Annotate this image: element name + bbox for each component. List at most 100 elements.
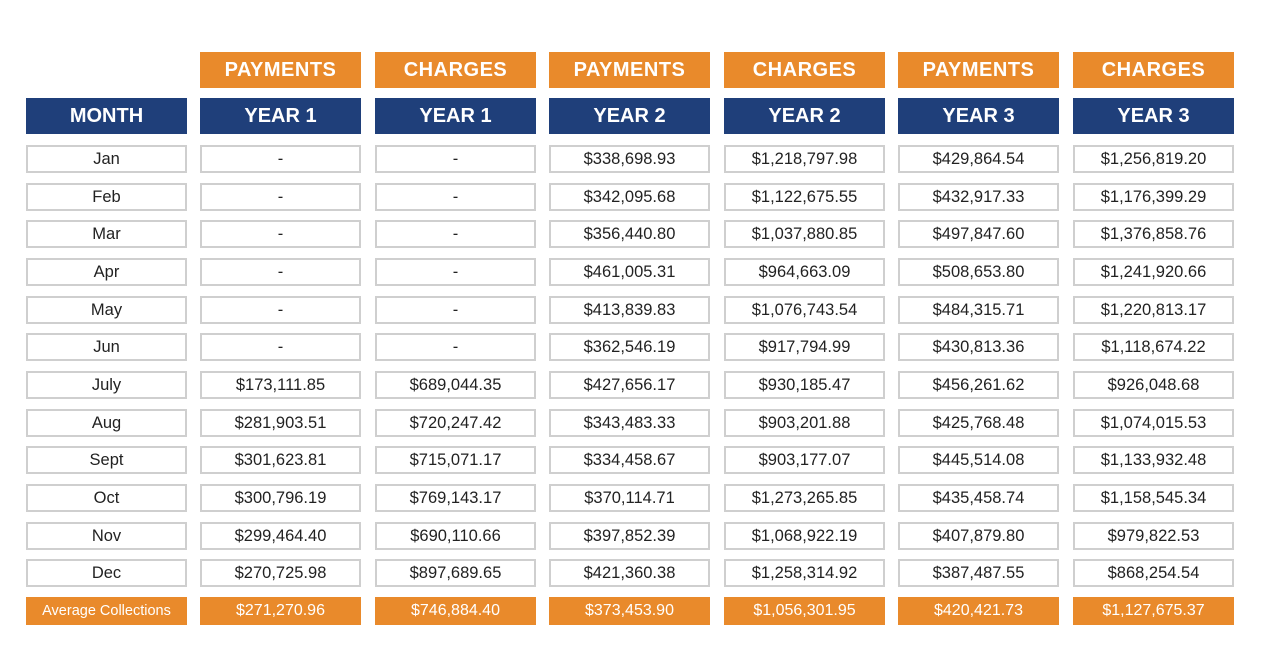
value-cell: $930,185.47	[724, 371, 885, 399]
value-cell: $370,114.71	[549, 484, 710, 512]
average-value: $1,056,301.95	[724, 597, 885, 625]
value-cell: $1,037,880.85	[724, 220, 885, 248]
column-type-header: PAYMENTS	[200, 52, 361, 88]
value-cell: $435,458.74	[898, 484, 1059, 512]
value-cell: $689,044.35	[375, 371, 536, 399]
average-value: $373,453.90	[549, 597, 710, 625]
value-cell: $425,768.48	[898, 409, 1059, 437]
value-cell: $397,852.39	[549, 522, 710, 550]
value-cell: $456,261.62	[898, 371, 1059, 399]
value-cell: $427,656.17	[549, 371, 710, 399]
value-cell: $1,241,920.66	[1073, 258, 1234, 286]
value-cell: $868,254.54	[1073, 559, 1234, 587]
value-cell: $964,663.09	[724, 258, 885, 286]
value-cell: $1,273,265.85	[724, 484, 885, 512]
value-cell: $508,653.80	[898, 258, 1059, 286]
value-cell: $334,458.67	[549, 446, 710, 474]
column-type-header: PAYMENTS	[898, 52, 1059, 88]
average-value: $271,270.96	[200, 597, 361, 625]
value-cell: $1,376,858.76	[1073, 220, 1234, 248]
value-cell: -	[200, 145, 361, 173]
value-cell: $1,256,819.20	[1073, 145, 1234, 173]
value-cell: $281,903.51	[200, 409, 361, 437]
value-cell: -	[200, 183, 361, 211]
value-cell: $461,005.31	[549, 258, 710, 286]
average-value: $1,127,675.37	[1073, 597, 1234, 625]
value-cell: $356,440.80	[549, 220, 710, 248]
value-cell: $413,839.83	[549, 296, 710, 324]
value-cell: $1,176,399.29	[1073, 183, 1234, 211]
value-cell: -	[200, 258, 361, 286]
value-cell: $432,917.33	[898, 183, 1059, 211]
month-cell: Jan	[26, 145, 187, 173]
value-cell: $690,110.66	[375, 522, 536, 550]
value-cell: $421,360.38	[549, 559, 710, 587]
month-cell: Sept	[26, 446, 187, 474]
average-value: $420,421.73	[898, 597, 1059, 625]
value-cell: -	[375, 333, 536, 361]
value-cell: $1,118,674.22	[1073, 333, 1234, 361]
value-cell: $926,048.68	[1073, 371, 1234, 399]
value-cell: $903,201.88	[724, 409, 885, 437]
average-value: $746,884.40	[375, 597, 536, 625]
value-cell: $497,847.60	[898, 220, 1059, 248]
year-header: YEAR 1	[200, 98, 361, 134]
column-type-header: CHARGES	[1073, 52, 1234, 88]
value-cell: $387,487.55	[898, 559, 1059, 587]
column-type-header: CHARGES	[375, 52, 536, 88]
value-cell: -	[375, 145, 536, 173]
value-cell: $1,076,743.54	[724, 296, 885, 324]
value-cell: $300,796.19	[200, 484, 361, 512]
value-cell: -	[375, 296, 536, 324]
value-cell: $769,143.17	[375, 484, 536, 512]
value-cell: $1,122,675.55	[724, 183, 885, 211]
value-cell: $484,315.71	[898, 296, 1059, 324]
month-cell: Nov	[26, 522, 187, 550]
value-cell: $445,514.08	[898, 446, 1059, 474]
value-cell: $1,258,314.92	[724, 559, 885, 587]
year-header: YEAR 2	[549, 98, 710, 134]
value-cell: $407,879.80	[898, 522, 1059, 550]
value-cell: $343,483.33	[549, 409, 710, 437]
month-cell: July	[26, 371, 187, 399]
value-cell: $270,725.98	[200, 559, 361, 587]
value-cell: $299,464.40	[200, 522, 361, 550]
month-cell: Mar	[26, 220, 187, 248]
month-cell: Apr	[26, 258, 187, 286]
value-cell: -	[200, 333, 361, 361]
month-header: MONTH	[26, 98, 187, 134]
value-cell: -	[375, 258, 536, 286]
value-cell: $362,546.19	[549, 333, 710, 361]
column-type-header: CHARGES	[724, 52, 885, 88]
month-cell: Aug	[26, 409, 187, 437]
value-cell: $430,813.36	[898, 333, 1059, 361]
value-cell: $1,158,545.34	[1073, 484, 1234, 512]
value-cell: -	[200, 296, 361, 324]
value-cell: $1,133,932.48	[1073, 446, 1234, 474]
value-cell: $1,074,015.53	[1073, 409, 1234, 437]
month-cell: May	[26, 296, 187, 324]
month-cell: Oct	[26, 484, 187, 512]
value-cell: $715,071.17	[375, 446, 536, 474]
value-cell: -	[200, 220, 361, 248]
value-cell: $173,111.85	[200, 371, 361, 399]
year-header: YEAR 3	[1073, 98, 1234, 134]
value-cell: $301,623.81	[200, 446, 361, 474]
month-cell: Jun	[26, 333, 187, 361]
value-cell: $917,794.99	[724, 333, 885, 361]
month-cell: Feb	[26, 183, 187, 211]
year-header: YEAR 3	[898, 98, 1059, 134]
value-cell: $1,218,797.98	[724, 145, 885, 173]
year-header: YEAR 2	[724, 98, 885, 134]
value-cell: $903,177.07	[724, 446, 885, 474]
value-cell: $979,822.53	[1073, 522, 1234, 550]
average-label: Average Collections	[26, 597, 187, 625]
value-cell: -	[375, 220, 536, 248]
value-cell: $338,698.93	[549, 145, 710, 173]
month-cell: Dec	[26, 559, 187, 587]
column-type-header: PAYMENTS	[549, 52, 710, 88]
value-cell: $1,220,813.17	[1073, 296, 1234, 324]
value-cell: $429,864.54	[898, 145, 1059, 173]
value-cell: $342,095.68	[549, 183, 710, 211]
